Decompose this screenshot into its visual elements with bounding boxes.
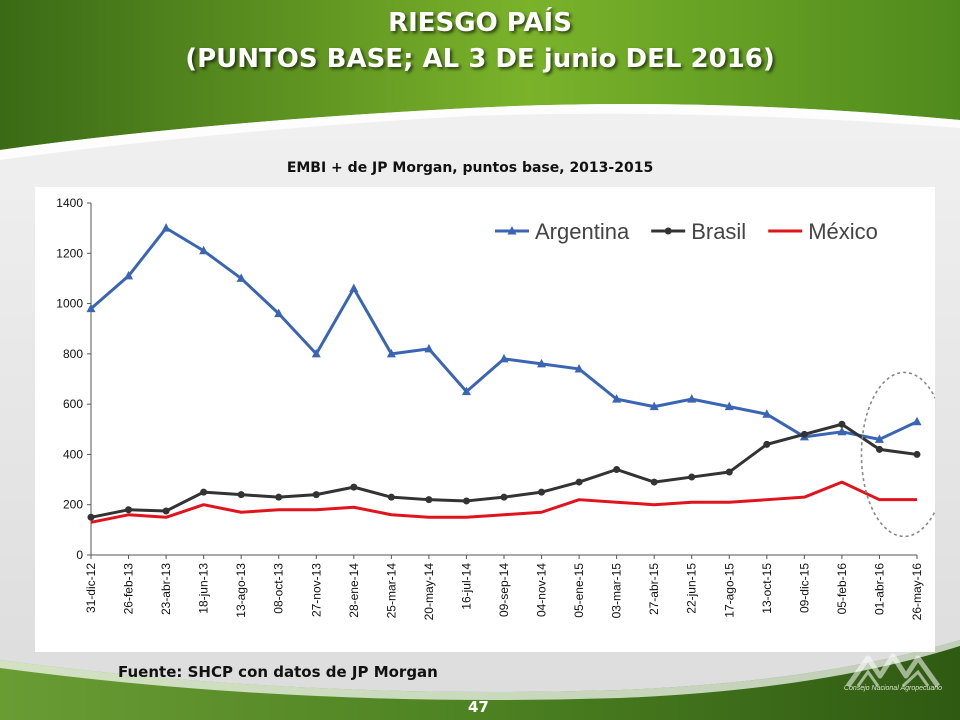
data-point-argentina [499, 353, 509, 363]
x-tick-label: 08-oct-13 [272, 563, 286, 614]
logo-caption: Consejo Nacional Agropecuario [843, 685, 943, 692]
data-point-brasil [387, 493, 395, 501]
x-tick-label: 04-nov-14 [535, 563, 549, 617]
data-point-argentina [874, 434, 884, 443]
data-point-argentina [612, 394, 622, 403]
legend-marker-brasil [664, 227, 672, 235]
data-point-brasil [162, 507, 170, 515]
data-point-argentina [124, 270, 134, 280]
data-point-brasil [500, 493, 508, 501]
data-point-brasil [350, 483, 358, 491]
data-point-brasil [125, 506, 133, 514]
x-tick-label: 31-dic-12 [84, 563, 98, 613]
data-point-brasil [613, 466, 621, 474]
cna-logo-icon [845, 653, 941, 688]
data-point-brasil [575, 478, 583, 486]
data-point-brasil [87, 513, 95, 521]
data-point-argentina [724, 401, 734, 411]
x-tick-label: 13-ago-13 [234, 563, 248, 618]
data-point-brasil [312, 491, 320, 499]
y-tick-label: 1200 [56, 246, 83, 260]
chart-panel: 0 200 400 600 800 1000 1200 1400 31-dic-12 26-feb… [35, 187, 948, 652]
data-point-brasil [275, 493, 283, 501]
data-point-argentina [386, 348, 396, 358]
series-line-mxico [90, 480, 917, 524]
data-point-argentina [311, 348, 321, 358]
x-tick-label: 25-mar-14 [384, 563, 398, 619]
x-tick-label: 09-sep-14 [497, 563, 511, 617]
highlight-ellipse [860, 371, 948, 538]
x-tick-label: 16-jul-14 [459, 563, 473, 610]
data-point-brasil [838, 420, 846, 428]
x-tick-label: 01-abr-16 [872, 563, 886, 615]
slide-title-line-2: (PUNTOS BASE; AL 3 DE junio DEL 2016) [185, 44, 775, 74]
data-point-brasil [425, 496, 433, 504]
data-point-brasil [650, 478, 658, 486]
series-line-argentina [90, 226, 918, 441]
x-tick-label: 26-feb-13 [122, 563, 136, 615]
y-tick-label: 400 [63, 447, 83, 461]
data-point-brasil [875, 445, 883, 453]
data-point-argentina [461, 386, 471, 396]
x-tick-label: 27-abr-15 [647, 563, 661, 615]
y-tick-label: 0 [76, 548, 83, 562]
data-point-brasil [688, 473, 696, 481]
x-tick-label: 26-may-16 [910, 563, 924, 621]
data-point-argentina [687, 394, 697, 403]
data-point-brasil [200, 488, 208, 496]
series-line-brasil [90, 422, 918, 519]
x-tick-label: 22-jun-15 [685, 563, 699, 614]
y-tick-label: 200 [63, 498, 83, 512]
data-point-brasil [800, 430, 808, 438]
legend-label-mxico: México [808, 219, 878, 244]
y-tick-label: 1400 [56, 196, 83, 210]
source-note: Fuente: SHCP con datos de JP Morgan [118, 663, 438, 681]
y-tick-label: 800 [63, 347, 83, 361]
x-tick-label: 05-feb-16 [835, 563, 849, 615]
data-point-argentina [274, 308, 284, 318]
data-point-brasil [725, 468, 733, 476]
x-tick-label: 28-ene-14 [347, 563, 361, 618]
legend-marker-argentina [507, 226, 517, 235]
data-point-brasil [538, 488, 546, 496]
data-point-argentina [199, 245, 209, 255]
x-tick-label: 09-dic-15 [797, 563, 811, 613]
x-tick-label: 20-may-14 [422, 563, 436, 621]
y-tick-label: 600 [63, 397, 83, 411]
x-tick-label: 23-abr-13 [159, 563, 173, 615]
legend-label-argentina: Argentina [535, 219, 630, 244]
chart-caption: EMBI + de JP Morgan, puntos base, 2013-2… [286, 160, 654, 176]
y-tick-label: 1000 [56, 297, 83, 311]
x-tick-label: 03-mar-15 [610, 563, 624, 619]
data-point-argentina [912, 416, 922, 426]
data-point-argentina [537, 358, 547, 368]
data-point-argentina [236, 273, 246, 282]
x-tick-label: 05-ene-15 [572, 563, 586, 618]
slide-title-line-1: RIESGO PAÍS [388, 8, 572, 38]
riesgo-pais-line-chart: 0 200 400 600 800 1000 1200 1400 31-dic-12 26-feb… [56, 196, 948, 621]
x-tick-label: 18-jun-13 [197, 563, 211, 614]
legend-label-brasil: Brasil [691, 219, 746, 244]
data-point-brasil [763, 440, 771, 448]
data-point-argentina [649, 401, 659, 411]
data-point-argentina [424, 343, 434, 353]
data-point-brasil [237, 491, 245, 499]
data-point-brasil [462, 497, 470, 505]
data-point-argentina [837, 426, 847, 436]
x-tick-label: 27-nov-13 [309, 563, 323, 617]
x-tick-label: 17-ago-15 [722, 563, 736, 618]
data-point-argentina [161, 223, 171, 232]
page-number: 47 [468, 698, 489, 716]
data-point-argentina [762, 409, 772, 418]
x-tick-label: 13-oct-15 [760, 563, 774, 614]
data-point-argentina [349, 283, 359, 292]
data-point-brasil [913, 450, 921, 458]
data-point-argentina [86, 303, 96, 313]
data-point-argentina [574, 363, 584, 373]
